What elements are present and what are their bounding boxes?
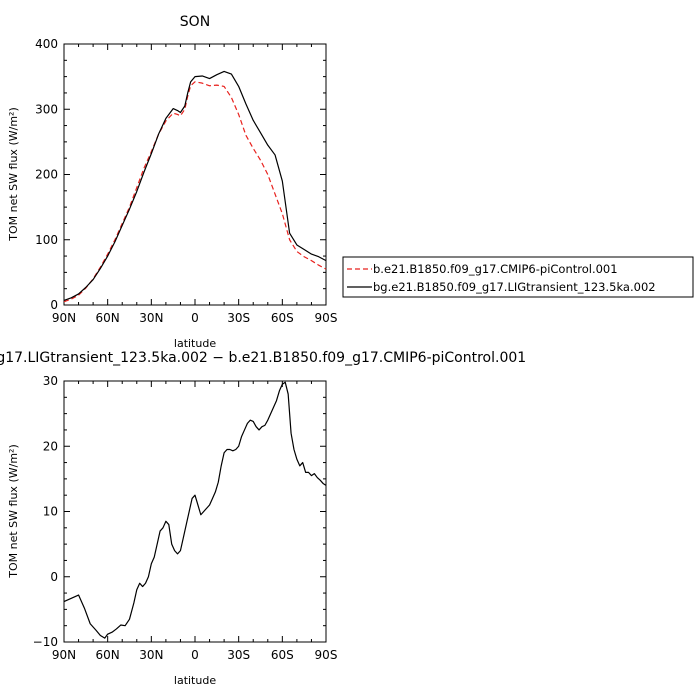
x-tick-label: 0: [191, 648, 199, 662]
bottom-panel-title: bg.e21.B1850.f09_g17.LIGtransient_123.5k…: [0, 350, 526, 366]
y-tick-label: 0: [50, 570, 58, 584]
y-tick-label: 20: [43, 439, 58, 453]
bottom-panel-y-axis-label: TOM net SW flux (W/m²): [7, 444, 20, 578]
y-tick-label: 30: [43, 374, 58, 388]
y-tick-label: 0: [50, 298, 58, 312]
y-tick-label: 200: [35, 168, 58, 182]
x-tick-label: 60N: [96, 311, 120, 325]
x-tick-label: 90S: [315, 648, 338, 662]
series-line-0: [63, 81, 327, 303]
bottom-panel-ticks: [63, 380, 327, 643]
y-tick-label: −10: [33, 635, 58, 649]
x-tick-label: 60S: [271, 311, 294, 325]
bottom-panel-series: [63, 381, 327, 639]
top-panel-plot-area: [63, 43, 327, 306]
bottom-panel-x-tick-labels: 90N 60N 30N 0 30S 60S 90S: [52, 648, 338, 662]
x-tick-label: 30N: [139, 311, 163, 325]
legend-box: [342, 256, 694, 298]
x-tick-label: 90S: [315, 311, 338, 325]
x-tick-label: 60S: [271, 648, 294, 662]
bottom-panel-y-tick-labels: −10 0 10 20 30: [33, 374, 58, 649]
x-tick-label: 60N: [96, 648, 120, 662]
bottom-panel-plot-area: [63, 380, 327, 643]
bottom-panel: bg.e21.B1850.f09_g17.LIGtransient_123.5k…: [0, 350, 526, 687]
x-tick-label: 0: [191, 311, 199, 325]
top-panel-title: SON: [180, 14, 210, 30]
y-tick-label: 10: [43, 505, 58, 519]
top-panel-y-axis-label: TOM net SW flux (W/m²): [7, 107, 20, 241]
x-tick-label: 90N: [52, 648, 76, 662]
bottom-panel-x-axis-label: latitude: [174, 674, 216, 687]
x-tick-label: 30S: [227, 648, 250, 662]
legend: b.e21.B1850.f09_g17.CMIP6-piControl.001 …: [342, 256, 694, 298]
top-panel-x-axis-label: latitude: [174, 337, 216, 350]
x-tick-label: 30S: [227, 311, 250, 325]
top-panel-series: [63, 70, 327, 303]
series-line-0: [63, 381, 327, 639]
legend-label-transient: bg.e21.B1850.f09_g17.LIGtransient_123.5k…: [373, 280, 656, 294]
x-tick-label: 30N: [139, 648, 163, 662]
top-panel: SON 0 100 200 300 400 90N 60N 30N 0 30S 60S 90S la…: [7, 14, 337, 350]
top-panel-ticks: [63, 43, 327, 306]
top-panel-y-tick-labels: 0 100 200 300 400: [35, 37, 58, 312]
legend-label-control: b.e21.B1850.f09_g17.CMIP6-piControl.001: [373, 262, 618, 276]
top-panel-x-tick-labels: 90N 60N 30N 0 30S 60S 90S: [52, 311, 338, 325]
x-tick-label: 90N: [52, 311, 76, 325]
y-tick-label: 400: [35, 37, 58, 51]
series-line-1: [63, 70, 327, 301]
y-tick-label: 100: [35, 233, 58, 247]
y-tick-label: 300: [35, 102, 58, 116]
